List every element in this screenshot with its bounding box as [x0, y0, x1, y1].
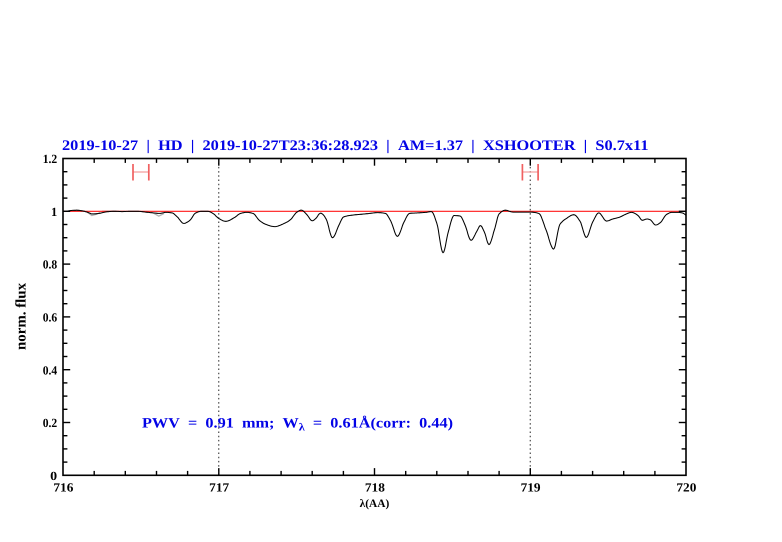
svg-text:1: 1: [51, 205, 57, 219]
svg-text:0.8: 0.8: [43, 258, 58, 272]
svg-text:0.2: 0.2: [43, 416, 58, 430]
svg-text:0.6: 0.6: [43, 311, 58, 325]
svg-text:719: 719: [521, 481, 541, 495]
svg-text:1.2: 1.2: [43, 152, 58, 166]
svg-text:λ(AA): λ(AA): [360, 498, 390, 510]
svg-text:0: 0: [50, 469, 57, 483]
svg-text:720: 720: [676, 481, 696, 495]
svg-text:0.4: 0.4: [43, 363, 58, 377]
svg-text:norm. flux: norm. flux: [13, 282, 29, 350]
svg-text:717: 717: [209, 481, 229, 495]
svg-text:PWV = 0.91 mm; Wλ = 0.61: PWV = 0.91 mm; Wλ = 0.61Å(corr: 0.44): [142, 416, 453, 434]
svg-text:716: 716: [53, 481, 73, 495]
svg-text:2019-10-27 | HD | 2019-10-: 2019-10-27 | HD | 2019-10-27T23:36:28.92…: [62, 138, 649, 154]
svg-text:718: 718: [365, 481, 385, 495]
